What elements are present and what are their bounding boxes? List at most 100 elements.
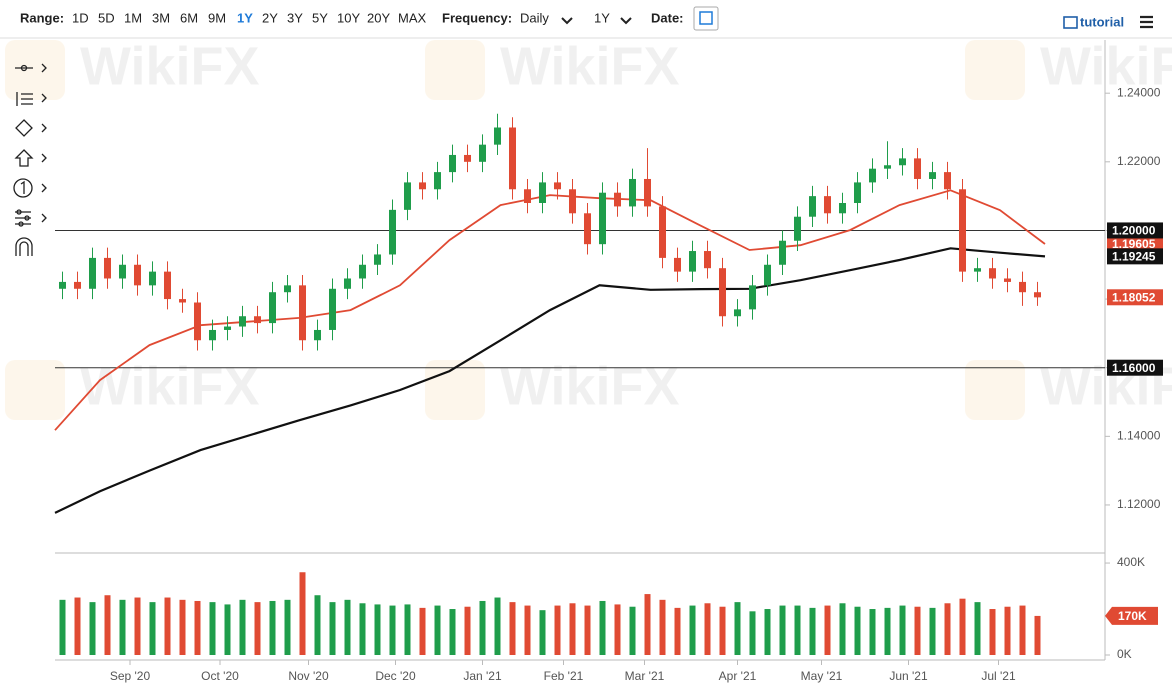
volume-bar <box>659 599 666 655</box>
level-tag: 1.20000 <box>1112 224 1156 238</box>
volume-bar <box>794 605 801 655</box>
candle-body <box>914 158 921 179</box>
candle-body <box>299 285 306 341</box>
volume-bar <box>404 604 411 655</box>
watermark-text: WikiFX <box>500 36 680 96</box>
candle-body <box>719 268 726 317</box>
price-tag-box <box>1107 248 1163 265</box>
volume-bar <box>494 597 501 655</box>
volume-bar <box>674 607 681 655</box>
frequency-select[interactable]: Daily <box>520 10 549 25</box>
date-label: Date: <box>651 10 684 25</box>
price-tag: 1.19245 <box>1112 250 1156 264</box>
toolbar: Range: 1D 5D 1M 3M 6M 9M 1Y 2Y 3Y 5Y 10Y 20Y MAX Frequ… <box>20 6 1153 31</box>
x-tick-label: Apr '21 <box>719 669 757 683</box>
candle-body <box>1004 278 1011 282</box>
candle-body <box>134 264 141 286</box>
tool-magnet[interactable] <box>15 237 33 256</box>
volume-bar <box>359 603 366 655</box>
candle-body <box>524 189 531 203</box>
candle-body <box>119 264 126 279</box>
volume-bar <box>329 602 336 655</box>
volume-bar <box>569 603 576 655</box>
candle-body <box>464 154 471 162</box>
range-button[interactable]: 1D <box>72 10 89 25</box>
candle-body <box>539 182 546 203</box>
candle-body <box>824 196 831 214</box>
range-button[interactable]: 2Y <box>262 10 278 25</box>
volume-bar <box>779 605 786 655</box>
range-button[interactable]: 20Y <box>367 10 390 25</box>
candle-body <box>269 292 276 324</box>
volume-bar <box>704 603 711 655</box>
tool-pattern[interactable] <box>15 209 47 227</box>
plot: 1.120001.140001.160001.180001.200001.220… <box>54 85 1163 683</box>
volume-bar <box>134 597 141 655</box>
volume-bar <box>464 606 471 655</box>
volume-bar <box>959 598 966 655</box>
candle-body <box>89 257 96 289</box>
volume-bar <box>509 602 516 655</box>
volume-bar <box>599 600 606 655</box>
date-button[interactable] <box>693 6 719 31</box>
candle-body <box>179 299 186 303</box>
volume-tag: 170K <box>1118 609 1147 623</box>
volume-bar <box>104 595 111 655</box>
volume-bar <box>974 602 981 655</box>
volume-bar <box>119 599 126 655</box>
candle-body <box>509 127 516 190</box>
range-button[interactable]: MAX <box>398 10 427 25</box>
volume-bar <box>179 599 186 655</box>
period-select[interactable]: 1Y <box>594 10 610 25</box>
candle-body <box>689 251 696 272</box>
volume-bar <box>59 599 66 655</box>
candle-body <box>704 251 711 269</box>
volume-bar <box>614 604 621 655</box>
range-button[interactable]: 1Y <box>237 10 253 25</box>
candle-body <box>344 278 351 289</box>
tool-fib[interactable] <box>16 92 47 106</box>
range-button[interactable]: 6M <box>180 10 198 25</box>
candle-body <box>764 264 771 286</box>
candle-body <box>569 189 576 214</box>
volume-bar <box>539 610 546 655</box>
candle-body <box>974 268 981 272</box>
candle-body <box>404 182 411 210</box>
period-chevron <box>620 17 632 25</box>
candle-body <box>59 281 66 289</box>
tutorial-link[interactable]: tutorial <box>1080 14 1124 29</box>
volume-bar <box>929 607 936 655</box>
y-tick-label: 1.14000 <box>1117 429 1161 443</box>
tool-arrow[interactable] <box>14 149 47 167</box>
price-tag-box <box>1107 289 1163 306</box>
volume-bar <box>224 604 231 655</box>
volume-bar <box>584 605 591 655</box>
candle-body <box>449 154 456 173</box>
volume-bar <box>629 606 636 655</box>
x-tick-label: Feb '21 <box>544 669 584 683</box>
volume-tick-label: 0K <box>1117 647 1132 661</box>
candle-body <box>284 285 291 293</box>
volume-bar <box>1019 605 1026 655</box>
volume-tick-label: 400K <box>1117 555 1145 569</box>
candle-body <box>584 213 591 245</box>
range-button[interactable]: 5D <box>98 10 115 25</box>
tool-annotation[interactable] <box>13 178 47 198</box>
range-button[interactable]: 9M <box>208 10 226 25</box>
watermark-logo <box>425 40 485 100</box>
menu-icon[interactable] <box>1140 15 1153 29</box>
volume-bar <box>854 606 861 655</box>
range-button[interactable]: 5Y <box>312 10 328 25</box>
volume-bar <box>254 602 261 655</box>
candle-body <box>989 268 996 279</box>
candle-body <box>644 178 651 207</box>
tool-shape[interactable] <box>15 119 47 137</box>
candle-body <box>434 172 441 190</box>
range-button[interactable]: 3M <box>152 10 170 25</box>
range-button[interactable]: 10Y <box>337 10 360 25</box>
range-button[interactable]: 3Y <box>287 10 303 25</box>
tool-line[interactable] <box>15 63 47 73</box>
range-button[interactable]: 1M <box>124 10 142 25</box>
moving-average <box>54 247 1046 514</box>
